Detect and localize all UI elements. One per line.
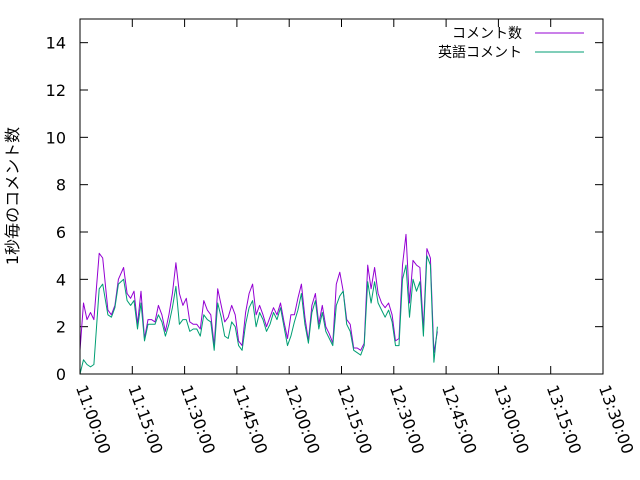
y-tick-label: 14: [46, 34, 66, 53]
y-tick-label: 2: [56, 318, 66, 337]
y-tick-label: 10: [46, 128, 66, 147]
series-line-1: [79, 255, 438, 375]
y-axis-label: 1秒毎のコメント数: [3, 127, 22, 265]
plot-frame: [79, 18, 604, 375]
y-tick-label: 12: [46, 81, 66, 100]
y-tick-label: 4: [56, 270, 66, 289]
y-tick-label: 8: [56, 176, 66, 195]
legend-label: 英語コメント: [438, 44, 522, 61]
y-tick-label: 0: [56, 365, 66, 384]
y-tick-label: 6: [56, 223, 66, 242]
series-lines: [79, 233, 438, 375]
y-axis-ticks: 0 2 4 6 8 10 12 14: [46, 34, 603, 384]
legend-label: コメント数: [452, 26, 522, 42]
